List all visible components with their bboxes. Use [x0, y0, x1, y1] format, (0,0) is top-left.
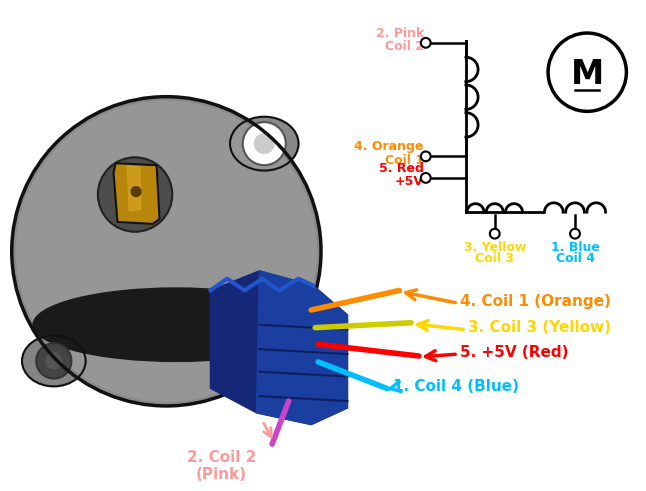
Circle shape: [421, 173, 431, 183]
Text: 3. Yellow: 3. Yellow: [464, 241, 526, 253]
Text: M: M: [570, 57, 604, 91]
Text: 3. Coil 3 (Yellow): 3. Coil 3 (Yellow): [468, 320, 611, 335]
Circle shape: [46, 353, 61, 369]
Polygon shape: [211, 271, 348, 425]
Circle shape: [131, 187, 141, 196]
Circle shape: [421, 38, 431, 48]
Polygon shape: [127, 165, 141, 211]
Text: 4. Coil 1 (Orange): 4. Coil 1 (Orange): [460, 294, 611, 309]
Circle shape: [12, 97, 321, 406]
Ellipse shape: [22, 335, 86, 386]
Text: 1. Blue: 1. Blue: [550, 241, 599, 253]
Circle shape: [255, 134, 274, 153]
Circle shape: [548, 33, 627, 111]
Circle shape: [570, 229, 580, 239]
Ellipse shape: [33, 288, 319, 361]
Text: 4. Orange: 4. Orange: [355, 140, 424, 153]
Text: 5. +5V (Red): 5. +5V (Red): [460, 345, 568, 359]
Circle shape: [243, 122, 286, 165]
Text: Coil 1: Coil 1: [385, 154, 424, 167]
Text: +5V: +5V: [395, 175, 424, 189]
Ellipse shape: [230, 117, 298, 170]
Circle shape: [16, 101, 317, 401]
Text: 1. Coil 4 (Blue): 1. Coil 4 (Blue): [393, 379, 519, 394]
Circle shape: [421, 151, 431, 161]
Circle shape: [98, 157, 172, 232]
Circle shape: [36, 343, 72, 379]
Text: 5. Red: 5. Red: [379, 162, 424, 175]
Text: 2. Coil 2
(Pink): 2. Coil 2 (Pink): [187, 450, 256, 482]
Text: Coil 4: Coil 4: [556, 252, 594, 265]
Text: Coil 3: Coil 3: [475, 252, 514, 265]
Circle shape: [490, 229, 499, 239]
Text: 2. Pink: 2. Pink: [375, 27, 424, 40]
Text: Coil 2: Coil 2: [385, 40, 424, 53]
Polygon shape: [256, 271, 348, 425]
Polygon shape: [114, 163, 160, 224]
